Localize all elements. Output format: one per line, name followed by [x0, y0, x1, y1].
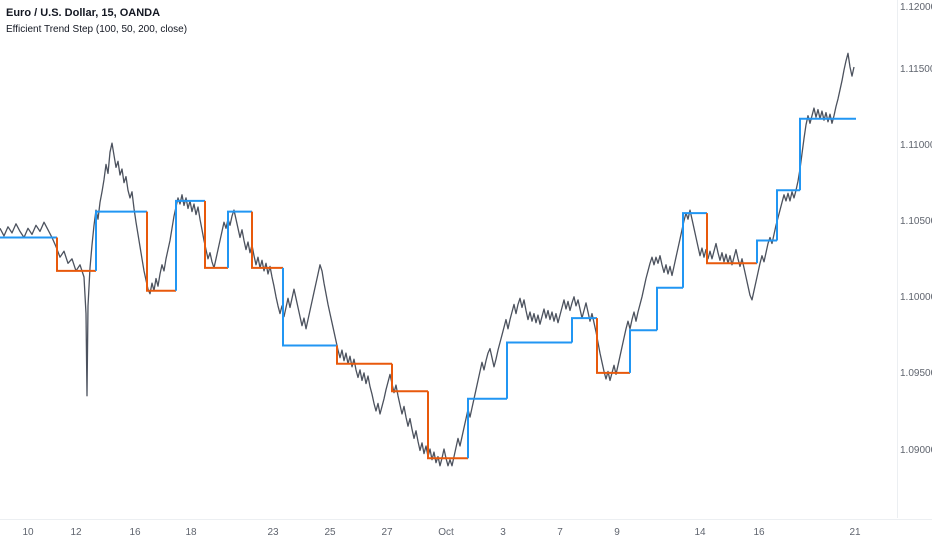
- trend-step-segment-down: [146, 211, 176, 292]
- trend-step-segment-up: [95, 210, 147, 271]
- trend-step-segment-down: [336, 345, 392, 365]
- y-axis-label: 1.09000: [900, 444, 932, 456]
- x-axis-label: 10: [22, 527, 34, 538]
- trend-step-segment-up: [629, 329, 657, 373]
- x-axis-label: 3: [500, 527, 506, 538]
- x-axis-label: 7: [557, 527, 563, 538]
- trend-step-segment-up: [756, 239, 777, 264]
- y-axis-label: 1.10500: [900, 216, 932, 228]
- y-axis-label: 1.10000: [900, 292, 932, 304]
- y-axis-label: 1.12000: [900, 2, 932, 13]
- trend-step-segment-down: [427, 391, 468, 460]
- trend-step-segment-up: [656, 286, 683, 331]
- x-axis-label: 16: [129, 527, 141, 538]
- x-axis-label: 21: [849, 527, 861, 538]
- trend-step-segment-up: [799, 117, 856, 191]
- y-axis-label: 1.11000: [900, 140, 932, 152]
- trend-step-segment-down: [56, 237, 96, 272]
- time-scale[interactable]: 10 12 16 18 23 25 27 Oct 3 7 9 14 16 21: [0, 519, 932, 551]
- x-axis-label: Oct: [438, 527, 454, 538]
- trend-step-segment-down: [706, 213, 757, 265]
- y-axis-label: 1.11500: [900, 64, 932, 76]
- indicator-legend[interactable]: Efficient Trend Step (100, 50, 200, clos…: [6, 24, 188, 35]
- x-axis-label: 18: [185, 527, 197, 538]
- trend-step-segment-up: [227, 210, 252, 268]
- symbol-legend[interactable]: Euro / U.S. Dollar, 15, OANDA: [6, 7, 161, 19]
- legend: Euro / U.S. Dollar, 15, OANDA Efficient …: [6, 6, 187, 37]
- trend-step-segment-up: [571, 317, 597, 343]
- trend-step-segment-down: [204, 200, 228, 269]
- trend-step-segment-down: [391, 363, 428, 393]
- x-axis-label: 23: [267, 527, 279, 538]
- x-axis-label: 14: [694, 527, 706, 538]
- trend-step-segment-up: [467, 397, 507, 459]
- trend-step-segment-up: [175, 199, 205, 291]
- trend-step-segment-up: [282, 267, 337, 347]
- y-axis-label: 1.09500: [900, 368, 932, 380]
- price-scale[interactable]: 1.12000 1.11500 1.11000 1.10500 1.10000 1.095…: [897, 0, 932, 518]
- x-axis-label: 16: [753, 527, 765, 538]
- trend-step-segment-down: [251, 211, 283, 269]
- trend-step-segment-up: [682, 212, 707, 288]
- x-axis-label: 12: [70, 527, 82, 538]
- trend-step-segment-up: [506, 341, 572, 399]
- x-axis-label: 25: [324, 527, 336, 538]
- trend-step-segment-up: [776, 189, 800, 241]
- x-axis-label: 9: [614, 527, 620, 538]
- trend-step-segment-down: [596, 318, 630, 374]
- x-axis-label: 27: [381, 527, 393, 538]
